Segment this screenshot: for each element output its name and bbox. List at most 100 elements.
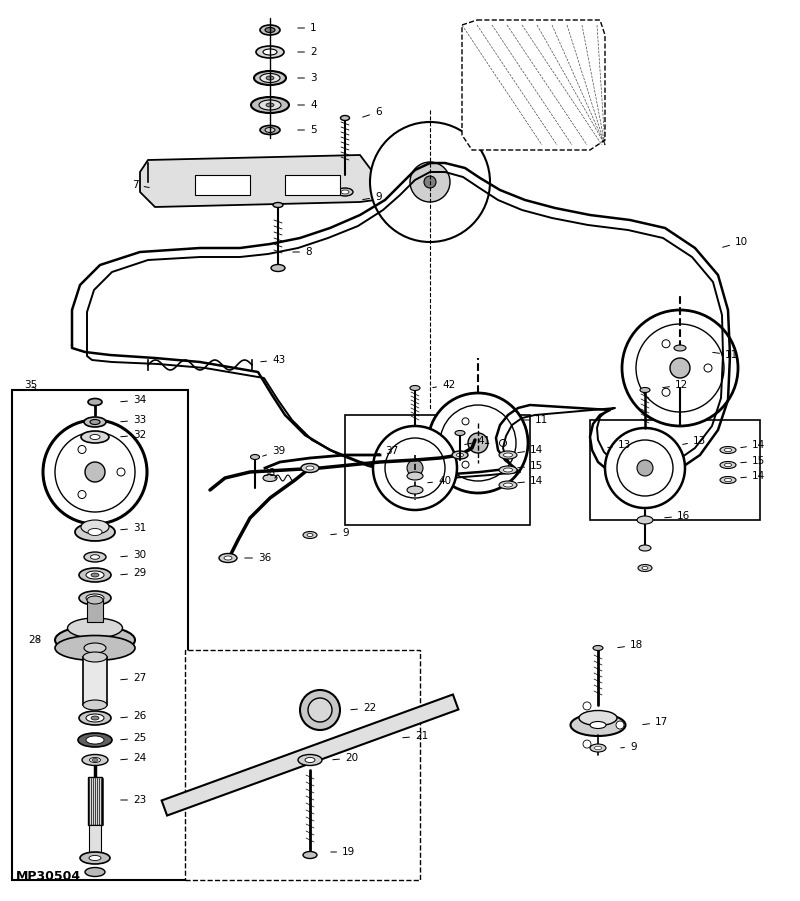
Text: 19: 19	[330, 847, 355, 857]
Text: 13: 13	[608, 440, 631, 450]
Bar	[195, 175, 250, 195]
Ellipse shape	[720, 447, 736, 453]
Ellipse shape	[503, 453, 513, 457]
Text: 28: 28	[28, 635, 42, 645]
Ellipse shape	[341, 115, 350, 121]
Ellipse shape	[260, 74, 280, 83]
Ellipse shape	[579, 711, 617, 725]
Ellipse shape	[639, 545, 651, 551]
Ellipse shape	[266, 76, 274, 80]
Ellipse shape	[590, 744, 606, 752]
Ellipse shape	[590, 722, 606, 729]
Circle shape	[117, 468, 125, 476]
Text: 3: 3	[298, 73, 317, 83]
Ellipse shape	[407, 486, 423, 494]
Text: 15: 15	[518, 461, 543, 471]
Ellipse shape	[260, 25, 280, 35]
Text: 41: 41	[465, 436, 490, 446]
Ellipse shape	[298, 754, 322, 766]
Ellipse shape	[266, 103, 274, 107]
Ellipse shape	[271, 265, 285, 271]
Ellipse shape	[82, 754, 108, 766]
Text: 13: 13	[682, 436, 706, 446]
Text: 33: 33	[121, 415, 146, 425]
Circle shape	[670, 358, 690, 378]
Ellipse shape	[55, 626, 135, 654]
Ellipse shape	[303, 851, 317, 859]
Text: MP30504: MP30504	[16, 869, 81, 882]
Ellipse shape	[499, 451, 517, 459]
Ellipse shape	[75, 523, 115, 541]
Text: 9: 9	[621, 742, 637, 752]
Circle shape	[424, 176, 436, 188]
Bar	[345, 415, 530, 525]
Circle shape	[583, 702, 591, 710]
Ellipse shape	[273, 203, 283, 207]
Text: 17: 17	[642, 717, 668, 727]
Ellipse shape	[725, 478, 731, 482]
Text: 11: 11	[713, 350, 738, 360]
Ellipse shape	[86, 594, 104, 602]
Ellipse shape	[720, 477, 736, 484]
Ellipse shape	[86, 714, 104, 722]
Ellipse shape	[256, 46, 284, 58]
Ellipse shape	[455, 431, 465, 435]
Text: 23: 23	[121, 795, 146, 805]
Polygon shape	[140, 155, 375, 207]
Ellipse shape	[305, 758, 315, 762]
Text: 14: 14	[741, 440, 766, 450]
Ellipse shape	[259, 100, 281, 110]
Polygon shape	[162, 695, 458, 815]
Ellipse shape	[80, 852, 110, 864]
Text: 25: 25	[121, 733, 146, 743]
Ellipse shape	[725, 449, 731, 451]
Text: 1: 1	[298, 23, 317, 33]
Circle shape	[468, 433, 488, 453]
Circle shape	[407, 460, 423, 476]
Text: 20: 20	[333, 753, 358, 763]
Ellipse shape	[90, 758, 101, 762]
Circle shape	[462, 461, 469, 469]
Ellipse shape	[570, 714, 626, 736]
Circle shape	[662, 340, 670, 348]
Circle shape	[662, 388, 670, 396]
Ellipse shape	[263, 475, 277, 481]
Ellipse shape	[407, 472, 423, 480]
Text: 27: 27	[121, 673, 146, 683]
Ellipse shape	[410, 386, 420, 390]
Text: 42: 42	[433, 380, 455, 390]
Ellipse shape	[89, 856, 101, 860]
Ellipse shape	[337, 188, 353, 196]
Ellipse shape	[88, 398, 102, 405]
Circle shape	[373, 426, 457, 510]
Circle shape	[300, 690, 340, 730]
Ellipse shape	[224, 556, 232, 560]
Bar	[87, 600, 103, 622]
Circle shape	[370, 122, 490, 242]
Bar	[89, 825, 101, 855]
Text: 32: 32	[121, 430, 146, 440]
Text: 14: 14	[518, 445, 543, 455]
Text: 35: 35	[24, 380, 38, 390]
Circle shape	[428, 393, 528, 493]
Text: 31: 31	[121, 523, 146, 533]
Ellipse shape	[254, 71, 286, 85]
Ellipse shape	[250, 454, 259, 460]
Ellipse shape	[90, 420, 100, 424]
Ellipse shape	[81, 431, 109, 443]
Circle shape	[605, 428, 685, 508]
Ellipse shape	[83, 652, 107, 662]
Text: 11: 11	[522, 415, 548, 425]
Ellipse shape	[84, 643, 106, 653]
Text: 18: 18	[618, 640, 643, 650]
Text: 15: 15	[741, 456, 766, 466]
Ellipse shape	[84, 417, 106, 427]
Circle shape	[499, 440, 506, 447]
Circle shape	[78, 445, 86, 453]
Bar	[590, 420, 760, 520]
Ellipse shape	[79, 568, 111, 582]
Ellipse shape	[457, 453, 463, 457]
Text: 10: 10	[722, 237, 748, 247]
Circle shape	[616, 721, 624, 729]
Ellipse shape	[55, 635, 135, 660]
